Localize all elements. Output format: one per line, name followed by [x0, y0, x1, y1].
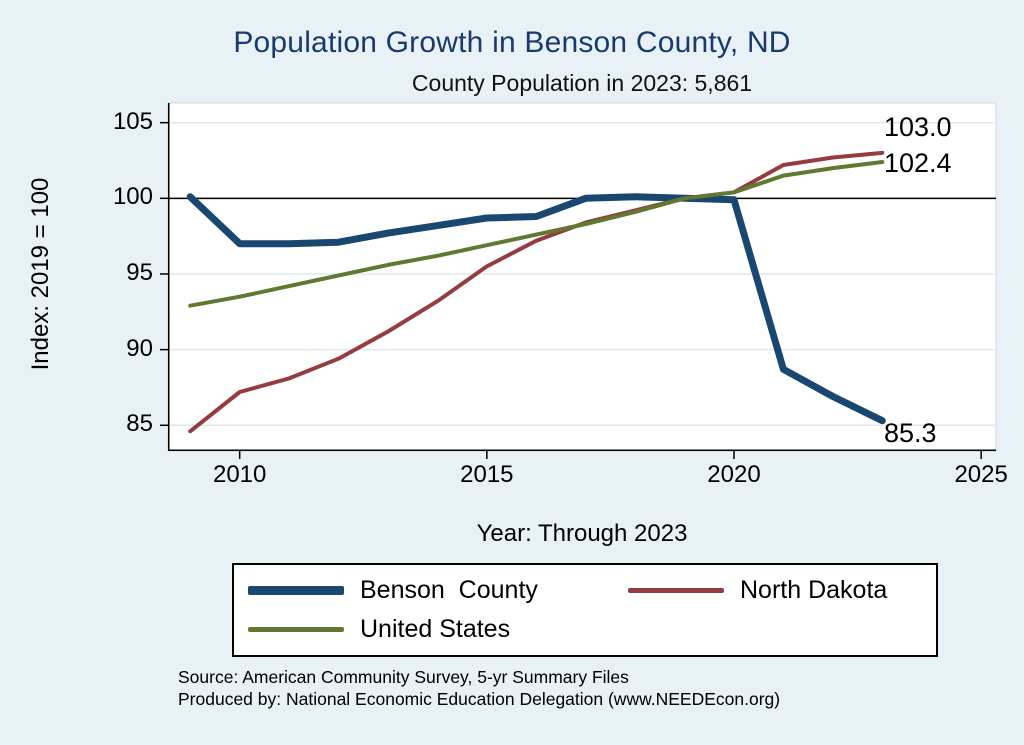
line-chart-plot — [160, 102, 997, 459]
chart-title: Population Growth in Benson County, ND — [233, 26, 791, 59]
end-label-united-states: 102.4 — [884, 148, 952, 178]
end-label-north-dakota: 103.0 — [884, 112, 952, 142]
legend-label-north-dakota: North Dakota — [740, 576, 888, 604]
x-tick-label: 2015 — [460, 461, 514, 488]
north-dakota-line-swatch — [628, 588, 724, 593]
benson-county-line-swatch — [248, 586, 344, 595]
x-tick-label: 2025 — [954, 461, 1008, 488]
x-tick-label: 2010 — [212, 461, 267, 488]
end-label-benson-county: 85.3 — [884, 418, 937, 448]
y-tick-label: 105 — [112, 107, 153, 135]
legend-item-north-dakota: North Dakota — [628, 576, 922, 605]
legend: Benson County North Dakota United States — [232, 563, 938, 657]
legend-item-benson-county: Benson County — [248, 576, 628, 605]
chart-subtitle: County Population in 2023: 5,861 — [411, 70, 753, 96]
source-line: Source: American Community Survey, 5-yr … — [178, 667, 629, 687]
legend-item-united-states: United States — [248, 615, 628, 644]
produced-by-line: Produced by: National Economic Education… — [178, 689, 781, 709]
y-axis-title: Index: 2019 = 100 — [27, 177, 54, 371]
source-notes: Source: American Community Survey, 5-yr … — [178, 666, 780, 710]
legend-label-benson-county: Benson County — [360, 576, 538, 604]
legend-label-united-states: United States — [360, 615, 511, 643]
y-tick-label: 100 — [112, 183, 153, 211]
plot-area — [167, 102, 997, 452]
x-tick-label: 2020 — [707, 461, 761, 488]
x-axis-title: Year: Through 2023 — [476, 520, 688, 547]
united-states-line-swatch — [248, 627, 344, 632]
y-tick-label: 90 — [126, 334, 153, 362]
y-tick-label: 85 — [126, 410, 153, 438]
series-line-north-dakota — [188, 150, 885, 434]
y-tick-label: 95 — [126, 258, 153, 286]
series-line-benson-county — [186, 193, 886, 425]
series-line-united-states — [188, 160, 885, 308]
